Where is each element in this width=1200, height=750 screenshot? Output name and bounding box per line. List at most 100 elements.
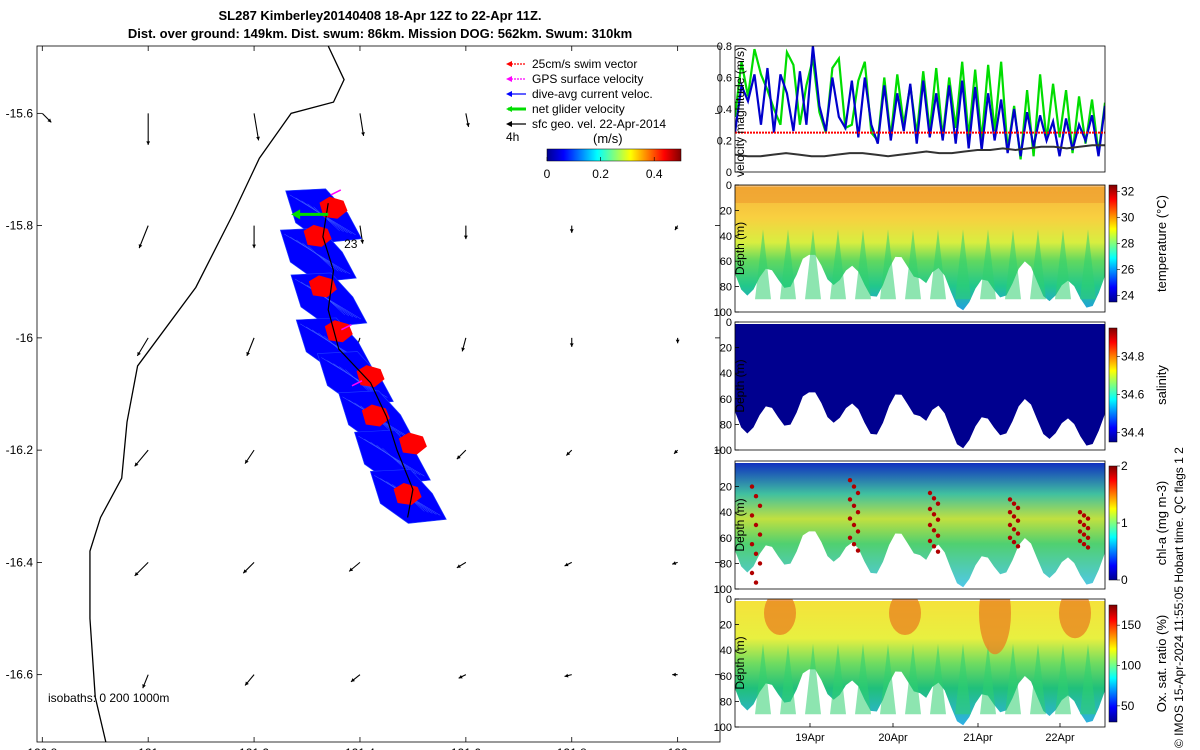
section-ylabel: Depth (m) — [733, 636, 747, 689]
section-upwelling — [1055, 229, 1071, 300]
geo-vector-head — [252, 244, 256, 249]
chl-panel: 20 40 60 80 100 Depth (m) 0 1 2 chl-a (mg m-3) — [714, 459, 1169, 596]
geo-vector-head — [350, 678, 355, 682]
temperature-warm-layer — [735, 185, 1105, 203]
chl-high-dot — [1085, 526, 1091, 531]
section-ytick-label: 40 — [720, 645, 732, 657]
date-tick-label: 22Apr — [1045, 732, 1075, 744]
chl-high-dot — [1081, 542, 1087, 547]
section-field — [735, 324, 1105, 449]
geo-vector-head — [456, 564, 461, 568]
colorbar-unit: (m/s) — [593, 131, 623, 146]
section-colorbar — [1108, 327, 1118, 443]
section-colorbar-tick-label: 34.8 — [1121, 350, 1145, 364]
chl-high-dot — [1085, 545, 1091, 550]
chl-high-dot — [847, 516, 853, 521]
geo-vector-head — [672, 672, 676, 677]
section-ytick-label: 20 — [720, 343, 732, 355]
velocity-panel: 0 0.2 0.4 0.6 0.8 velocity magnitude (m/s) — [717, 41, 1106, 179]
legend-label: net glider velocity — [532, 102, 625, 116]
geo-vector-head — [569, 343, 574, 347]
gps-arrow — [330, 189, 342, 196]
chl-high-dot — [1007, 522, 1013, 528]
section-ytick-label: 0 — [726, 594, 732, 606]
map-xtick-label: 121.4 — [345, 746, 375, 750]
dive-current-streak — [313, 206, 340, 231]
chl-high-dot — [758, 590, 762, 594]
section-colorbar-label: chl-a (mg m-3) — [1154, 481, 1169, 566]
chl-high-dot — [927, 490, 933, 496]
section-colorbar-label: salinity — [1154, 365, 1169, 405]
section-upwelling — [1030, 643, 1046, 715]
velocity-lines — [735, 46, 1105, 160]
chl-high-dot — [935, 533, 941, 538]
chl-high-dot — [851, 503, 857, 508]
map-frame — [36, 45, 721, 743]
chl-high-dot — [935, 549, 941, 554]
chl-high-dot — [927, 522, 933, 528]
chl-high-dot — [851, 542, 857, 547]
geo-vector-head — [456, 455, 461, 460]
section-ytick-label: 40 — [720, 231, 732, 243]
section-upwelling — [905, 643, 921, 715]
chl-high-dot — [847, 497, 853, 502]
section-upwelling — [930, 229, 946, 300]
section-upwelling — [755, 643, 771, 715]
section-frame — [734, 460, 1106, 590]
section-colorbar-tick-label: 26 — [1121, 263, 1135, 277]
legend-label: GPS surface velocity — [532, 72, 643, 86]
map-xtick-label: 121.6 — [451, 746, 481, 750]
section-colorbar-tick-label: 50 — [1121, 699, 1135, 713]
chl-high-dot — [753, 522, 759, 528]
section-ytick-label: 60 — [720, 256, 732, 268]
geo-vector-head — [245, 459, 249, 464]
section-upwelling — [980, 229, 996, 300]
section-upwelling — [755, 229, 771, 300]
section-ytick-label: 0 — [726, 180, 732, 192]
chl-high-dot — [851, 484, 857, 489]
section-colorbar-tick-label: 24 — [1121, 289, 1135, 303]
map-ytick-label: -15.8 — [6, 219, 34, 233]
section-ylabel: Depth (m) — [733, 359, 747, 412]
chl-high-dot — [1081, 532, 1087, 537]
section-ylabel: Depth (m) — [733, 222, 747, 275]
section-ytick-label: 80 — [720, 696, 732, 708]
section-field — [735, 463, 1105, 588]
chl-high-dot — [1011, 514, 1017, 519]
geo-vector-head — [361, 132, 365, 136]
section-upwelling — [1080, 229, 1096, 300]
section-ytick-label: 20 — [720, 205, 732, 217]
legend-label: dive-avg current veloc. — [532, 87, 653, 101]
chl-high-dot — [1015, 544, 1021, 549]
map-xtick-label: 121.8 — [557, 746, 587, 750]
section-upwelling — [1005, 229, 1021, 300]
section-ytick-label: 40 — [720, 368, 732, 380]
section-colorbar-label: Ox. sat. ratio (%) — [1154, 615, 1169, 713]
chl-high-dot — [851, 522, 857, 528]
section-colorbar-tick-label: 34.6 — [1121, 388, 1145, 402]
chl-high-dot — [1081, 522, 1087, 528]
geo-vector — [253, 113, 260, 141]
chl-high-dot — [1085, 516, 1091, 521]
velocity-ytick-label: 0 — [726, 167, 732, 179]
chl-high-dot — [931, 528, 937, 533]
map-content — [41, 46, 680, 742]
title-line1: SL287 Kimberley20140408 18-Apr 12Z to 22… — [218, 8, 542, 23]
section-ytick-label: 80 — [720, 558, 732, 570]
section-upwelling — [905, 229, 921, 300]
chl-high-dot — [1077, 510, 1083, 515]
isobaths-label: isobaths: 0 200 1000m — [48, 691, 169, 705]
legend-arrowhead — [506, 121, 512, 127]
legend-interval: 4h — [506, 130, 519, 144]
chl-high-dot — [757, 532, 763, 537]
salinity-panel: 0 20 40 60 80 100 Depth (m) 34.4 34.6 34.8 salinit… — [714, 317, 1169, 457]
geo-vector-head — [674, 226, 679, 231]
chl-high-dot — [1007, 510, 1013, 515]
chl-high-dot — [1077, 529, 1083, 534]
section-colorbar-label: temperature (°C) — [1154, 195, 1169, 292]
map-ytick-label: -16.4 — [6, 555, 34, 569]
geo-vector — [359, 113, 365, 136]
